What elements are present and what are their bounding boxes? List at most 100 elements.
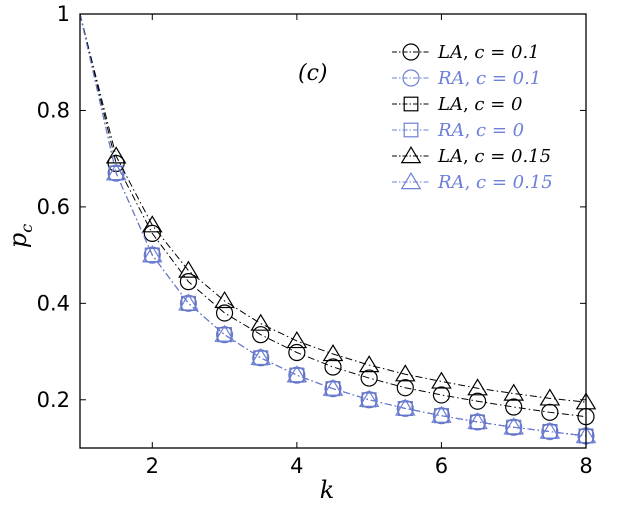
x-tick-label: 6 xyxy=(435,454,448,478)
triangle-marker xyxy=(105,146,127,164)
legend-item: RA, c = 0.15 xyxy=(392,172,553,193)
circle-marker xyxy=(432,386,451,404)
series-la-circle xyxy=(79,13,595,426)
triangle-marker xyxy=(358,355,380,373)
series-line xyxy=(79,13,587,437)
y-tick-label: 1 xyxy=(57,2,70,26)
triangle-marker xyxy=(141,215,163,233)
circle-marker xyxy=(143,224,161,243)
x-tick-label: 2 xyxy=(146,454,159,478)
series-line xyxy=(79,13,587,403)
triangle-marker xyxy=(214,290,235,309)
y-axis-label-subscript: c xyxy=(17,224,36,233)
legend-label: LA, c = 0 xyxy=(437,94,522,115)
circle-marker xyxy=(360,369,378,387)
triangle-marker xyxy=(394,398,416,416)
legend-label-sep: , xyxy=(465,68,476,89)
legend-label-main: RA xyxy=(437,68,465,89)
legend-label-param: c = 0 xyxy=(474,94,522,115)
legend-label-param: c = 0.1 xyxy=(474,42,539,63)
circle-marker xyxy=(179,273,198,291)
triangle-marker xyxy=(250,313,272,331)
triangle-marker xyxy=(322,344,344,362)
legend-item: LA, c = 0 xyxy=(392,94,522,115)
triangle-marker xyxy=(286,330,308,349)
triangle-marker xyxy=(431,405,452,423)
legend-label-main: RA xyxy=(437,172,465,193)
triangle-marker xyxy=(105,163,127,181)
circle-marker xyxy=(505,398,523,416)
legend-label-param: c = 0 xyxy=(476,120,524,141)
svg-text:pc: pc xyxy=(4,224,36,248)
legend-label: RA, c = 0 xyxy=(437,120,524,141)
triangle-marker xyxy=(539,388,561,406)
triangle-marker xyxy=(178,293,199,311)
legend-label: RA, c = 0.1 xyxy=(437,68,541,89)
legend-label-sep: , xyxy=(465,120,476,141)
y-tick-label: 0.8 xyxy=(37,98,70,122)
triangle-marker xyxy=(394,364,416,382)
plot-frame xyxy=(79,13,587,449)
legend-item: RA, c = 0 xyxy=(392,120,524,141)
y-tick-label: 0.4 xyxy=(37,291,70,315)
series-line xyxy=(79,13,587,418)
circle-marker xyxy=(288,343,306,362)
triangle-marker xyxy=(467,411,488,430)
legend-item: LA, c = 0.1 xyxy=(392,42,540,63)
triangle-marker xyxy=(503,383,525,401)
series-la-triangle xyxy=(79,13,597,410)
legend: LA, c = 0.1RA, c = 0.1LA, c = 0RA, c = 0… xyxy=(392,42,553,193)
legend-label-param: c = 0.15 xyxy=(474,146,551,167)
legend-label-main: LA xyxy=(437,42,463,63)
triangle-marker xyxy=(503,417,525,435)
legend-label-main: LA xyxy=(437,94,463,115)
triangle-marker xyxy=(358,389,380,407)
triangle-marker xyxy=(431,371,452,389)
y-tick-label: 0.6 xyxy=(37,195,70,219)
legend-label-main: LA xyxy=(437,146,463,167)
legend-label: RA, c = 0.15 xyxy=(437,172,553,193)
y-tick-label: 0.2 xyxy=(37,388,70,412)
circle-marker xyxy=(396,379,414,397)
triangle-marker xyxy=(214,324,235,342)
circle-marker xyxy=(324,358,342,376)
y-axis-label: pc xyxy=(4,224,36,248)
triangle-marker xyxy=(400,172,422,190)
x-axis-label: k xyxy=(320,476,335,504)
legend-item: LA, c = 0.15 xyxy=(392,146,551,167)
square-marker xyxy=(403,96,419,112)
legend-label-sep: , xyxy=(463,42,474,63)
legend-label-param: c = 0.1 xyxy=(476,68,541,89)
circle-marker xyxy=(541,403,559,421)
triangle-marker xyxy=(178,260,199,278)
triangle-marker xyxy=(467,378,488,396)
circle-marker xyxy=(402,69,420,87)
triangle-marker xyxy=(539,421,561,439)
circle-marker xyxy=(252,326,270,344)
triangle-marker xyxy=(141,245,163,263)
circle-marker xyxy=(215,304,234,322)
legend-label-param: c = 0.15 xyxy=(476,172,553,193)
legend-label-sep: , xyxy=(465,172,476,193)
triangle-marker xyxy=(322,378,344,396)
legend-label-sep: , xyxy=(463,146,474,167)
triangle-marker xyxy=(250,347,272,366)
triangle-marker xyxy=(286,365,308,383)
triangle-marker xyxy=(400,146,422,164)
legend-label: LA, c = 0.1 xyxy=(437,42,540,63)
x-tick-label: 4 xyxy=(290,454,303,478)
legend-label: LA, c = 0.15 xyxy=(437,146,551,167)
legend-label-main: RA xyxy=(437,120,465,141)
ticks-layer: 2 4 6 8 0.2 0.4 0.6 0.8 1 xyxy=(37,2,593,478)
y-axis-label-main: p xyxy=(4,233,32,248)
x-tick-label: 8 xyxy=(579,454,592,478)
square-marker xyxy=(403,122,419,138)
series-layer xyxy=(79,13,597,445)
legend-label-sep: , xyxy=(463,94,474,115)
legend-item: RA, c = 0.1 xyxy=(392,68,541,89)
circle-marker xyxy=(402,43,420,61)
panel-annotation: (c) xyxy=(298,61,328,86)
circle-marker xyxy=(468,392,487,410)
series-ra-triangle xyxy=(79,13,597,444)
